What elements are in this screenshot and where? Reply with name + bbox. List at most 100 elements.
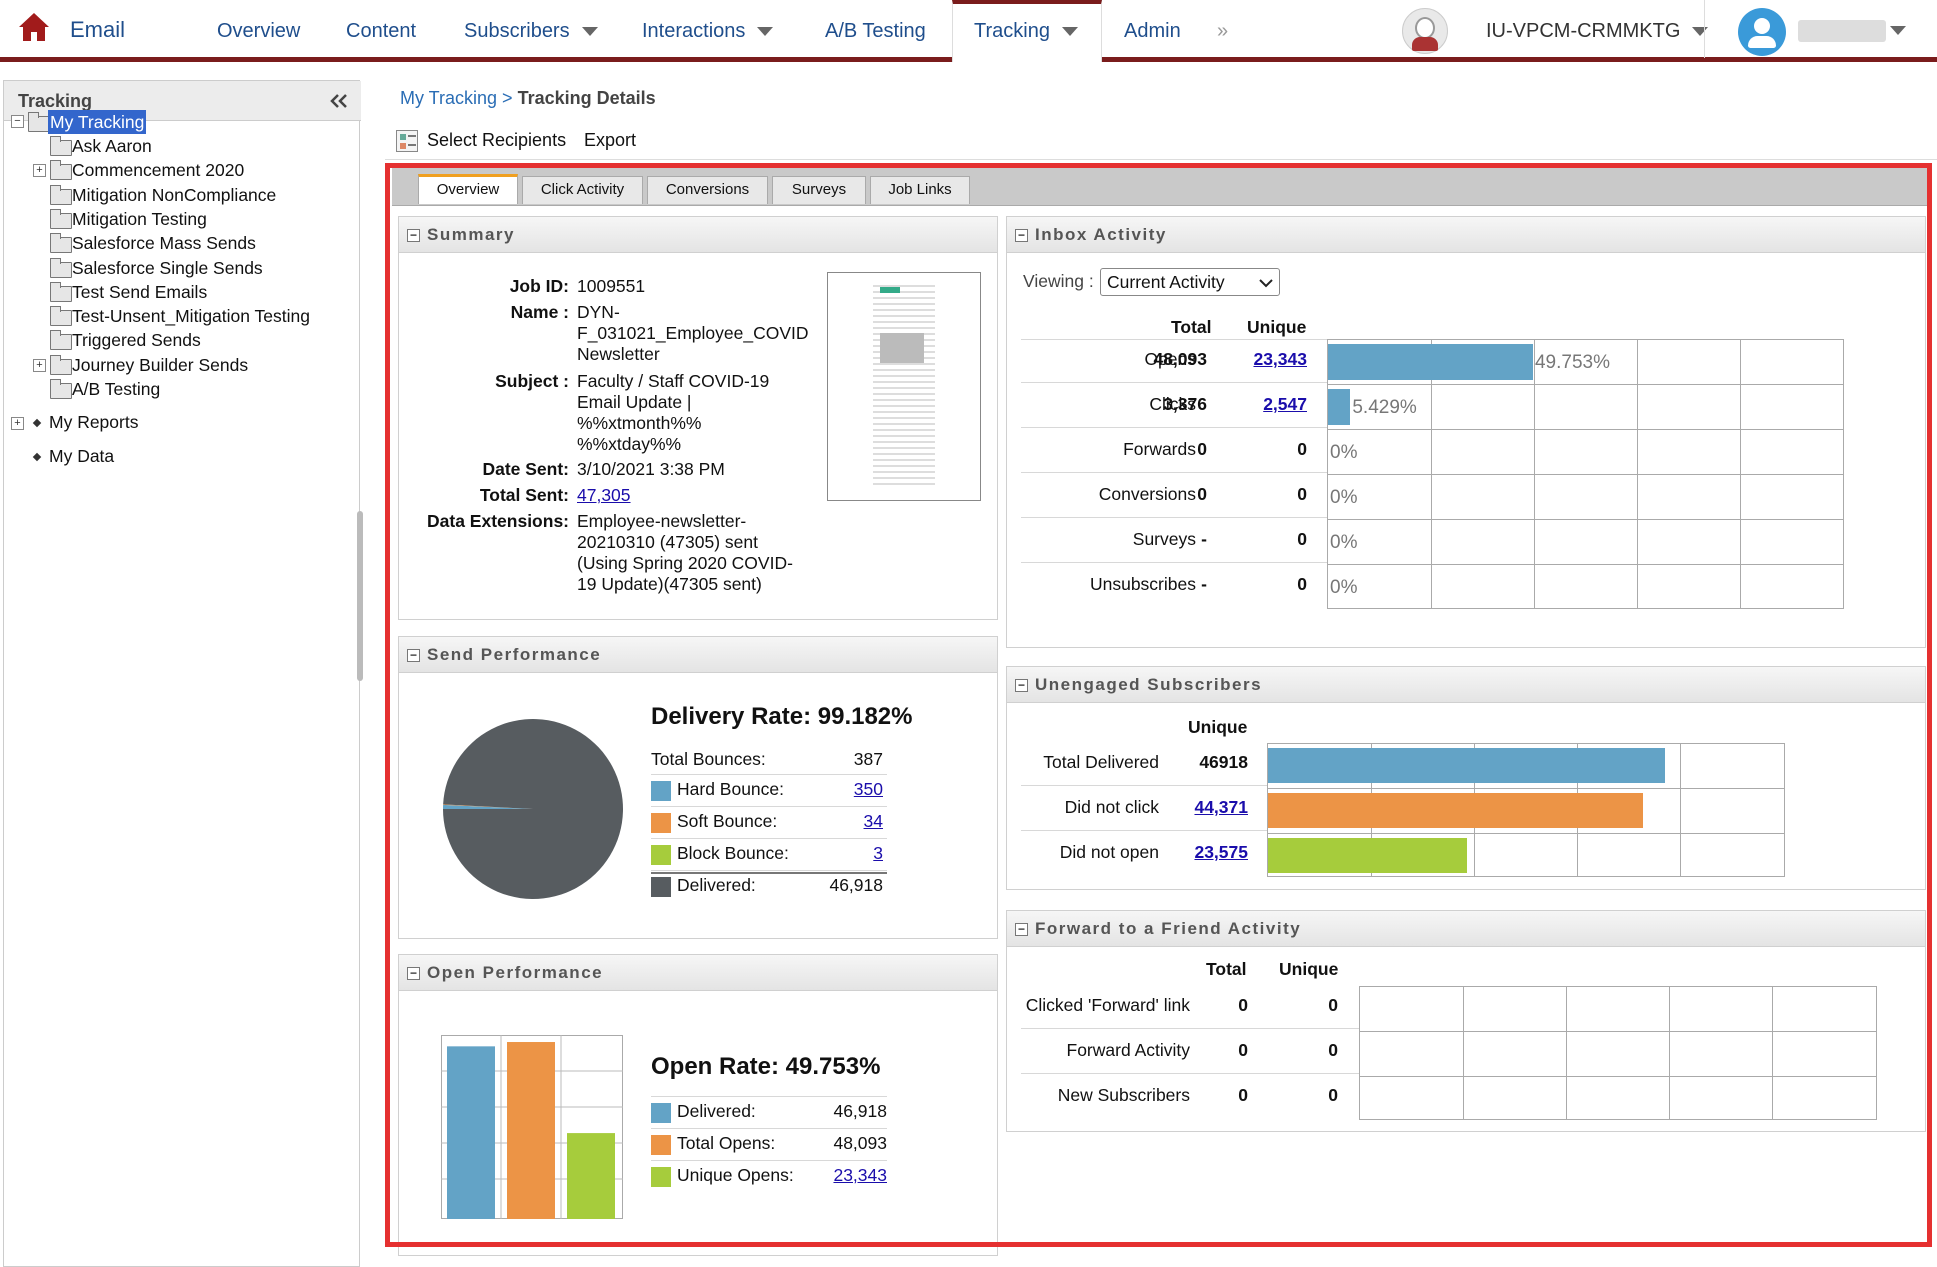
- tree-item-folder[interactable]: Test Send Emails: [72, 281, 208, 302]
- user-avatar-icon[interactable]: [1738, 8, 1786, 56]
- unengaged-row-value-link[interactable]: 23,575: [1194, 842, 1248, 862]
- row-separator: [1021, 1028, 1359, 1029]
- summary-panel: − Summary Job ID: 1009551 Name : DYN- F_0…: [398, 216, 998, 620]
- tab-surveys[interactable]: Surveys: [772, 176, 866, 204]
- inbox-activity-panel: − Inbox Activity Viewing : Current Activi…: [1006, 216, 1926, 648]
- tree-item-folder[interactable]: Salesforce Mass Sends: [72, 233, 256, 254]
- folder-icon: [28, 112, 50, 132]
- tree-item-folder[interactable]: Salesforce Single Sends: [72, 257, 263, 278]
- send-performance-panel: − Send Performance Delivery Rate: 99.182%…: [398, 636, 998, 939]
- export-button[interactable]: Export: [584, 130, 637, 150]
- select-recipients-button[interactable]: Select Recipients: [427, 130, 567, 150]
- nav-tracking[interactable]: Tracking: [974, 20, 1078, 43]
- pie-slice-delivered: [443, 719, 623, 899]
- expand-toggle-icon[interactable]: +: [33, 358, 46, 372]
- data-extensions-value: Employee-newsletter- 20210310 (47305) se…: [577, 511, 793, 595]
- home-icon[interactable]: [18, 12, 50, 42]
- tab-click-activity[interactable]: Click Activity: [522, 176, 643, 204]
- tree-item-folder[interactable]: Test-Unsent_Mitigation Testing: [72, 306, 310, 327]
- inbox-row-total: 3,376: [1163, 394, 1207, 414]
- inbox-activity-title: Inbox Activity: [1035, 225, 1167, 244]
- inbox-col-unique: Unique: [1247, 317, 1307, 337]
- chevron-down-icon[interactable]: [1890, 26, 1906, 35]
- email-thumbnail[interactable]: [827, 272, 981, 501]
- nav-ab-testing[interactable]: A/B Testing: [825, 20, 926, 42]
- tree-item-folder[interactable]: Commencement 2020: [72, 160, 245, 181]
- bullet-icon: [32, 452, 42, 462]
- folder-icon: [50, 281, 72, 302]
- nav-more[interactable]: »: [1217, 20, 1229, 42]
- legend-value-link[interactable]: 3: [873, 843, 883, 863]
- tree-item-folder[interactable]: Triggered Sends: [72, 330, 201, 351]
- bullet-icon: [32, 418, 42, 428]
- sidebar-splitter[interactable]: [357, 511, 363, 681]
- folder-icon: [50, 306, 72, 327]
- forward-row-total: 0: [1238, 1040, 1248, 1060]
- unengaged-row-label: Did not open: [1059, 842, 1159, 862]
- forward-panel: − Forward to a Friend Activity Total Uniq…: [1006, 910, 1926, 1132]
- nav-subscribers[interactable]: Subscribers: [464, 20, 598, 43]
- row-separator: [651, 870, 887, 871]
- total-sent-link[interactable]: 47,305: [577, 485, 631, 505]
- breadcrumb-link[interactable]: My Tracking: [400, 88, 498, 108]
- expand-toggle-icon[interactable]: +: [11, 417, 24, 430]
- tab-conversions[interactable]: Conversions: [647, 176, 768, 204]
- collapse-icon[interactable]: −: [1015, 679, 1028, 692]
- collapse-icon[interactable]: −: [407, 649, 420, 662]
- forward-row-label: Forward Activity: [1066, 1040, 1191, 1060]
- tree-item-my-reports[interactable]: My Reports: [49, 412, 139, 432]
- inbox-row-unique: 0: [1297, 574, 1307, 594]
- row-separator: [1021, 830, 1267, 831]
- inbox-row-unique-link[interactable]: 2,547: [1263, 394, 1307, 414]
- chevron-down-icon: [757, 27, 774, 37]
- legend-label: Hard Bounce:: [677, 779, 785, 799]
- forward-title: Forward to a Friend Activity: [1035, 919, 1302, 938]
- nav-overview[interactable]: Overview: [217, 20, 301, 42]
- collapse-icon[interactable]: −: [1015, 923, 1028, 936]
- user-name-redacted[interactable]: [1798, 20, 1886, 42]
- tree-item-folder[interactable]: Mitigation NonCompliance: [72, 184, 277, 205]
- legend-value-link[interactable]: 23,343: [833, 1165, 887, 1185]
- row-separator: [1021, 1073, 1359, 1074]
- nav-interactions[interactable]: Interactions: [642, 20, 774, 43]
- chevron-down-icon: [1259, 279, 1273, 288]
- name-line: Newsletter: [577, 344, 660, 364]
- collapse-icon[interactable]: −: [407, 229, 420, 242]
- viewing-select[interactable]: Current Activity: [1100, 268, 1280, 296]
- forward-header: − Forward to a Friend Activity: [1007, 911, 1925, 947]
- tree-item-folder[interactable]: A/B Testing: [72, 379, 161, 399]
- pie-slice-hard-bounce: [443, 804, 533, 809]
- expand-toggle-icon[interactable]: +: [33, 164, 46, 178]
- collapse-toggle-icon[interactable]: −: [11, 115, 24, 128]
- org-switcher[interactable]: IU-VPCM-CRMMKTG: [1486, 20, 1709, 43]
- tree-item-folder[interactable]: Ask Aaron: [72, 136, 152, 156]
- tab-overview[interactable]: Overview: [418, 174, 518, 204]
- top-navigation: Email Overview Content Subscribers Inter…: [0, 0, 1937, 62]
- unengaged-row-value-link[interactable]: 44,371: [1194, 797, 1248, 817]
- breadcrumb-current: Tracking Details: [517, 88, 656, 108]
- collapse-icon[interactable]: −: [407, 967, 420, 980]
- tab-job-links[interactable]: Job Links: [870, 176, 970, 204]
- row-separator: [651, 1096, 887, 1097]
- forward-row-label: Clicked 'Forward' link: [1025, 995, 1190, 1015]
- tree-item-folder[interactable]: Mitigation Testing: [72, 208, 207, 229]
- subject-value: Faculty / Staff COVID-19 Email Update | …: [577, 371, 769, 455]
- unengaged-title: Unengaged Subscribers: [1035, 675, 1263, 694]
- tree-item-my-tracking[interactable]: My Tracking: [48, 110, 147, 134]
- legend-value-link[interactable]: 34: [863, 811, 883, 831]
- collapse-sidebar-icon[interactable]: [330, 93, 348, 109]
- nav-admin[interactable]: Admin: [1124, 20, 1181, 42]
- unengaged-bar: [1268, 793, 1644, 828]
- nav-content[interactable]: Content: [346, 20, 417, 42]
- legend-value-link[interactable]: 350: [853, 779, 883, 799]
- open-bar-delivered: [447, 1046, 495, 1219]
- unengaged-panel: − Unengaged Subscribers Unique Total Deli…: [1006, 666, 1926, 890]
- tree-item-my-data[interactable]: My Data: [49, 446, 115, 466]
- recipients-icon[interactable]: [396, 130, 418, 152]
- collapse-icon[interactable]: −: [1015, 229, 1028, 242]
- inbox-row-unique-link[interactable]: 23,343: [1253, 349, 1307, 369]
- app-title[interactable]: Email: [70, 17, 126, 42]
- tree-item-folder[interactable]: Journey Builder Sends: [72, 354, 249, 375]
- legend-label: Unique Opens:: [677, 1165, 794, 1185]
- org-avatar[interactable]: [1402, 8, 1448, 54]
